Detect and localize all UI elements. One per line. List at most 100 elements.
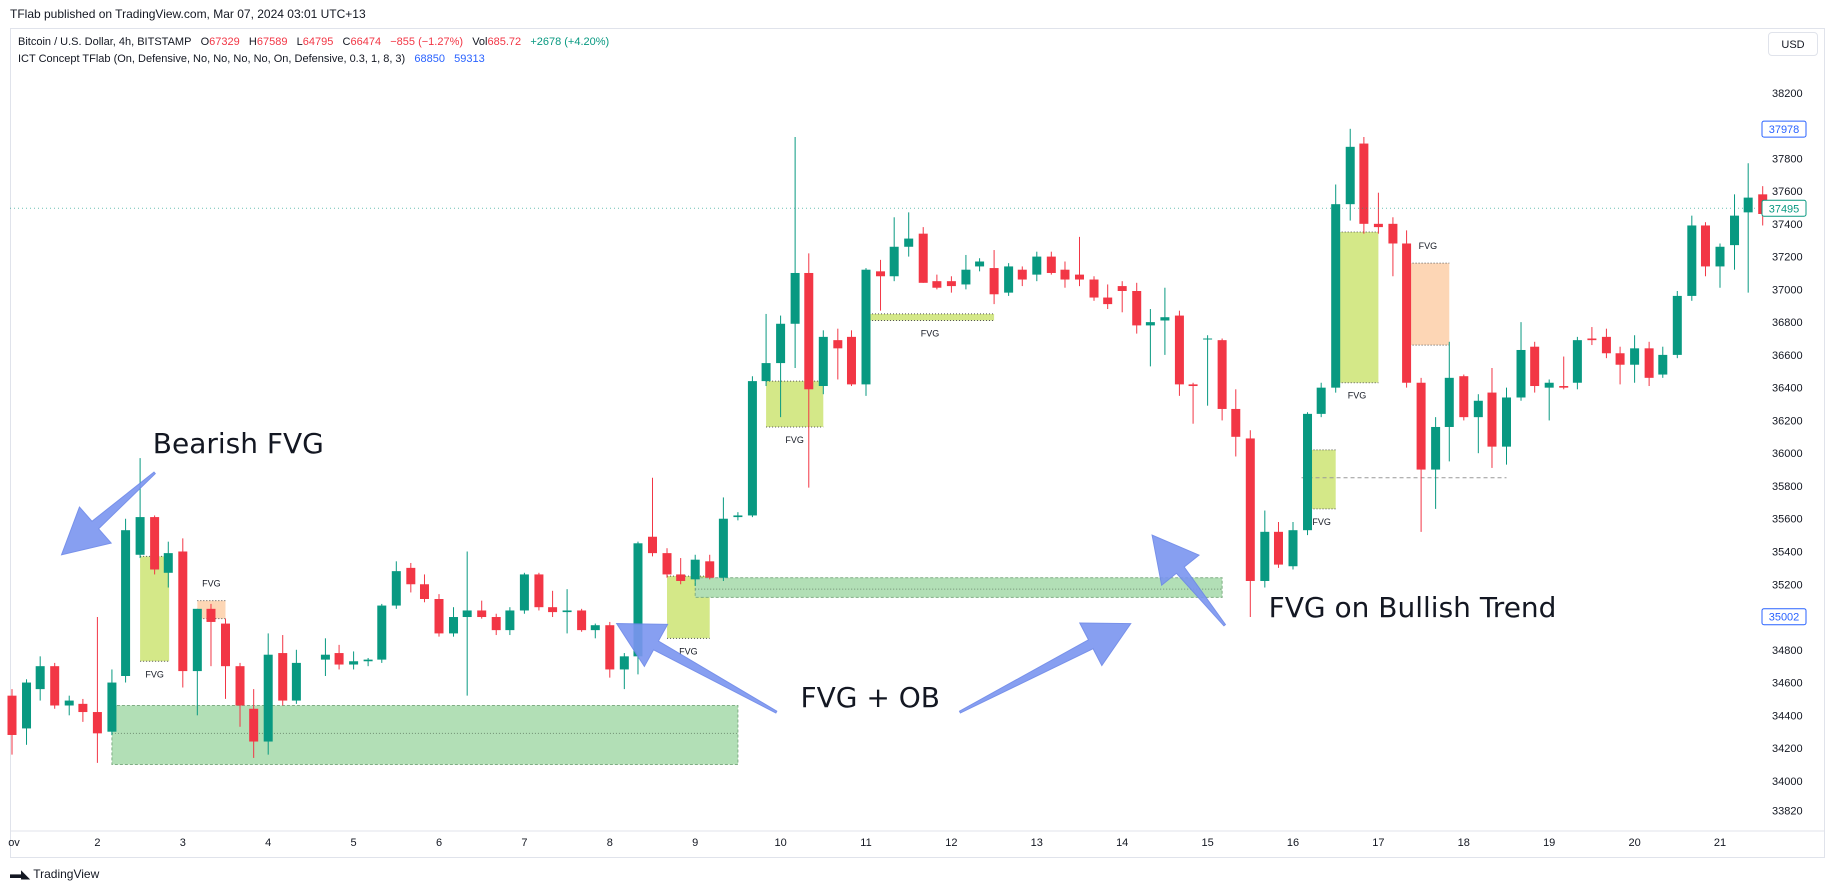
time-tick-label: 9 [692,837,698,849]
candle-body [846,336,856,385]
high-label: H [248,36,257,48]
candle-body [1700,225,1710,267]
candle-body [1160,317,1170,321]
candle-body [192,608,202,672]
candle-body [1075,274,1084,280]
candle-body [78,703,88,713]
candle-body [1174,315,1184,385]
volume-change: +2678 (+4.20%) [530,36,610,48]
candle-body [291,662,301,701]
candle-body [1117,286,1127,291]
time-tick-label: 7 [521,837,527,849]
time-axis[interactable]: ov 2 3 4 5 6 7 8 9 10 11 12 13 14 15 16 17 18 19 20 21 [8,830,1825,849]
volume-value: 685.72 [487,36,522,48]
candle-body [676,574,686,581]
time-tick-label: 21 [1714,837,1726,849]
time-tick-label: 5 [351,837,357,849]
candle-body [1345,146,1355,205]
candle-body [235,666,245,706]
candle-body [1530,346,1540,387]
candle-body [690,559,700,580]
volume-label: Vol [472,36,488,48]
price-tick-label: 37400 [1772,219,1803,231]
candle-body [1431,426,1441,470]
annotations-layer: Bearish FVG FVG + OB FVG on Bullish Trend [153,427,1557,714]
fvg-label: FVG [1312,517,1331,527]
candle-body [1288,530,1298,567]
candle-body [1416,382,1426,470]
candle-body [135,517,145,555]
candle-body [7,695,17,735]
candle-body [434,599,444,634]
ob-zone [111,704,739,765]
candle-body [1032,256,1042,275]
high-value: 67589 [256,36,288,48]
time-tick-label: 18 [1458,837,1470,849]
candle-body [35,666,45,690]
candle-body [1260,531,1270,581]
candle-body [391,571,401,606]
annotation-arrow [615,623,778,714]
currency-button[interactable]: USD [1768,32,1818,56]
fvg-label: FVG [1348,391,1367,401]
candle-body [334,653,344,665]
fvg-label: FVG [145,669,164,679]
candle-body [1487,392,1497,447]
symbol-name[interactable]: Bitcoin / U.S. Dollar, 4h, BITSTAMP [18,36,192,48]
candle-body [932,281,942,288]
price-tick-label: 35200 [1772,579,1803,591]
candle-body [1459,376,1469,418]
candle-body [419,584,429,599]
candle-body [761,363,771,382]
candle-body [519,574,529,611]
candle-body [178,551,188,672]
footer-brand[interactable]: TradingView [33,867,100,881]
candle-body [889,246,899,277]
price-tag [1761,608,1807,626]
time-tick-label: 8 [607,837,613,849]
candle-body [50,666,60,706]
indicator-name[interactable]: ICT Concept TFlab (On, Defensive, No, No… [18,53,406,65]
candle-body [1331,204,1341,388]
price-tick-label: 36000 [1772,448,1803,460]
time-tick-label: 11 [860,837,871,849]
candle-body [278,653,288,701]
price-tick-label: 37600 [1772,186,1803,198]
fvg-zone [1307,449,1336,509]
candle-body [1217,340,1227,409]
price-axis[interactable]: 3382034000342003440034600348003500035200… [10,88,1807,818]
time-tick-label: 13 [1031,837,1043,849]
time-tick-label: 17 [1372,837,1384,849]
low-label: L [296,36,303,48]
candle-body [1145,322,1155,326]
candle-body [1587,338,1597,341]
chart-frame [10,28,1825,858]
price-tag-label: 35002 [1769,612,1800,624]
candle-body [946,281,956,287]
candle-body [349,661,359,665]
candle-body [1730,215,1740,246]
candle-body [121,530,131,676]
candle-body [633,543,643,657]
candle-body [1188,384,1198,387]
candle-body [733,515,743,518]
price-tick-label: 36600 [1772,350,1803,362]
candle-body [377,605,387,660]
fvg-zone [766,381,824,427]
fvg-zone [1406,263,1450,346]
candle-body [1388,223,1398,244]
fvg-zone [1335,232,1379,383]
candle-body [790,272,800,324]
fvg-label: FVG [202,579,221,589]
price-tick-label: 34600 [1772,678,1803,690]
candle-body [1644,348,1654,378]
candle-body [1245,438,1255,581]
candle-body [150,517,160,570]
candle-body [989,268,999,295]
price-tick-label: 37000 [1772,284,1803,296]
candle-body [1402,243,1412,383]
candle-body [648,536,657,554]
candle-body [747,381,757,516]
candle-body [1316,387,1326,414]
